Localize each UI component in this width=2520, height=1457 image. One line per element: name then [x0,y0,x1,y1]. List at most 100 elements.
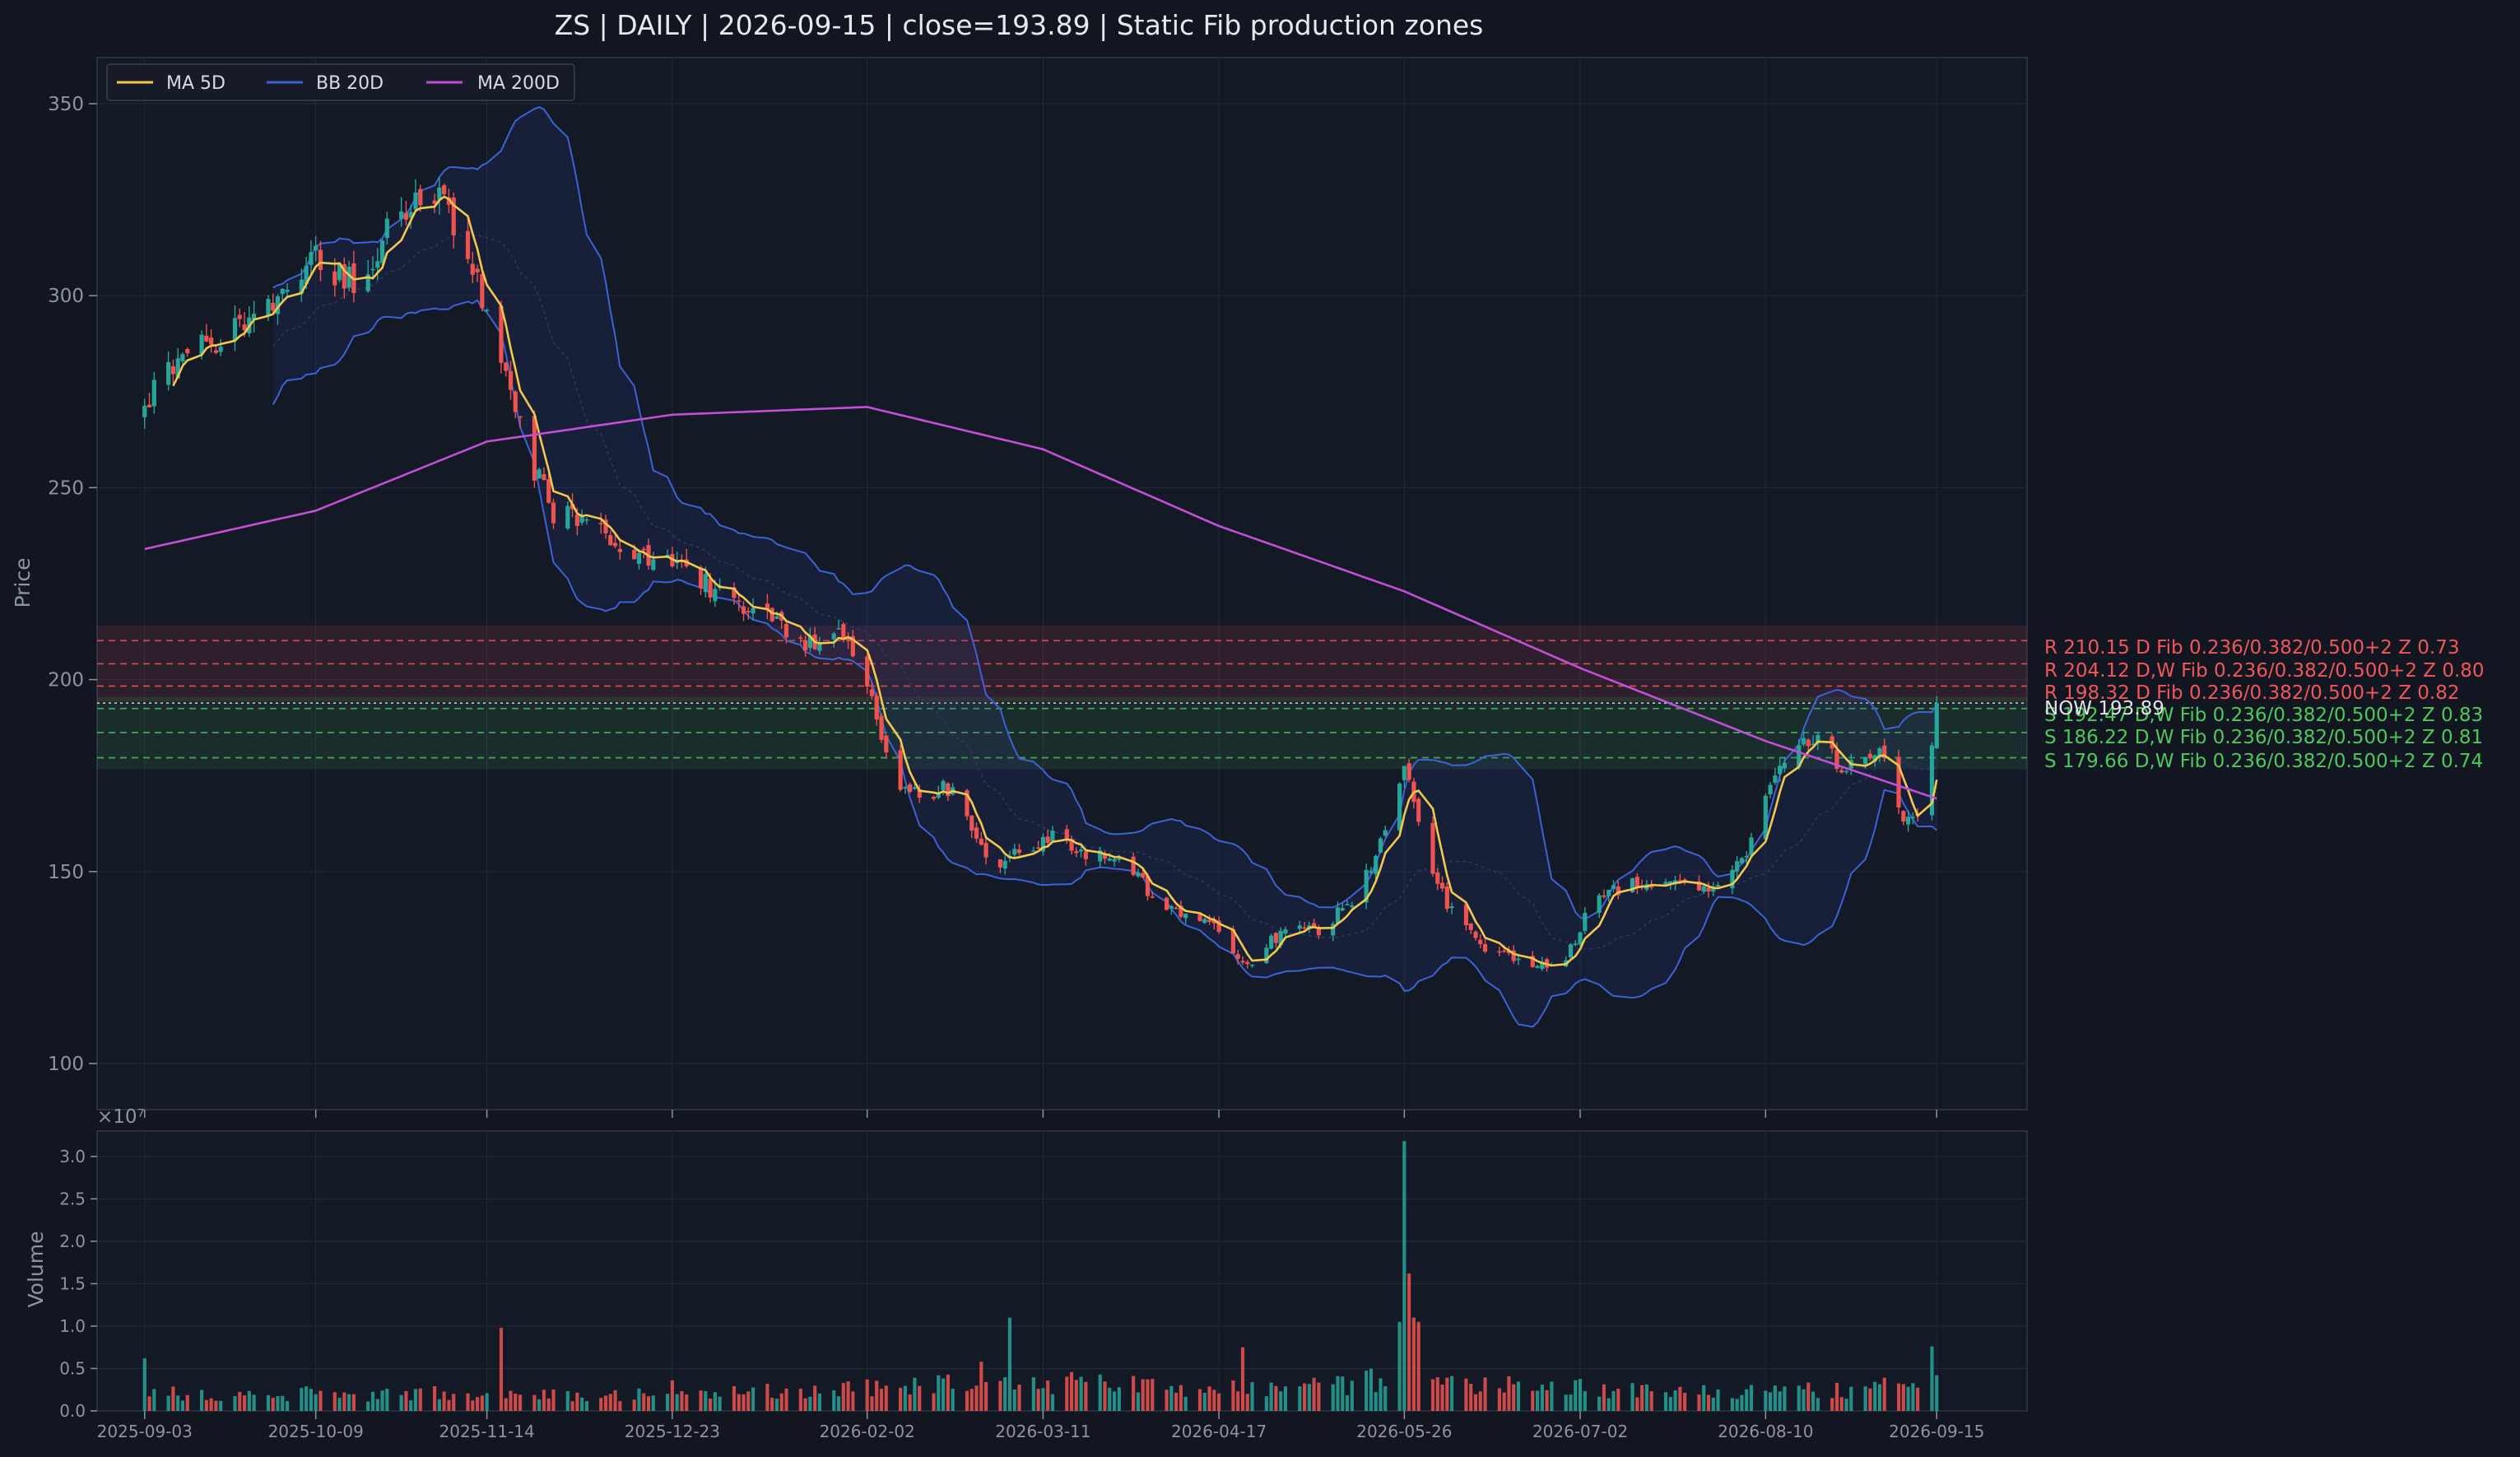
volume-bar [1830,1398,1834,1411]
volume-bar [1012,1390,1016,1411]
volume-bar [836,1396,841,1411]
candle-body [1230,929,1236,954]
candle-body [403,212,409,220]
volume-bar [1702,1385,1706,1411]
candle-body [1416,798,1421,822]
candle-body [418,189,423,206]
volume-bar [509,1390,513,1411]
volume-bar [1849,1386,1853,1411]
volume-bar [779,1393,783,1411]
candle-body [1340,908,1345,911]
candle-body [1031,850,1036,852]
volume-bar [1236,1391,1240,1411]
price-x-ticks [144,1110,1938,1118]
candle-body [480,273,485,309]
candle-body [570,504,575,510]
volume-y-ticks: 0.0 0.5 1.0 1.5 2.0 2.5 3.0 [59,1147,97,1421]
candle-body [1516,958,1521,961]
volume-bar [575,1392,579,1411]
volume-bar [152,1389,156,1411]
volume-bar [1074,1380,1078,1411]
candle-body [1468,923,1473,930]
candle-body [1183,913,1188,919]
volume-bar [180,1400,185,1411]
candle-body [1706,887,1711,891]
candle-body [969,815,974,831]
candle-body [413,193,418,210]
volume-bar [1069,1371,1074,1411]
candle-body [304,265,309,285]
volume-bar [580,1397,584,1411]
volume-bar [1730,1398,1734,1411]
volume-bar [1578,1379,1583,1411]
candle-body [375,261,380,268]
candle-body [1867,753,1872,759]
volume-bar [846,1381,850,1411]
volume-bar [1507,1376,1511,1411]
candle-body [142,405,147,417]
volume-bar [276,1396,280,1411]
volume-bar [437,1399,441,1411]
candle-body [1668,881,1673,886]
volume-bar [646,1396,651,1411]
volume-bar [318,1390,323,1411]
volume-bar [1606,1398,1611,1411]
candle-body [1506,950,1512,953]
volume-bar [1516,1381,1521,1411]
volume-bar [375,1399,379,1411]
bb-fill [272,107,1937,1027]
candle-body [1197,914,1202,922]
candle-body [1473,931,1478,938]
volume-bar [1678,1386,1682,1411]
zone-label-r1: R 210.15 D Fib 0.236/0.382/0.500+2 Z 0.7… [2044,637,2459,659]
volume-bar [642,1393,646,1411]
volume-bar [233,1395,237,1411]
volume-bar [514,1394,518,1411]
candle-body [1778,766,1783,775]
candle-body [1216,920,1221,932]
volume-bar [1430,1379,1435,1411]
volume-bar [737,1394,741,1411]
x-tick-label: 2025-10-09 [268,1422,364,1441]
x-tick-label: 2026-08-10 [1718,1422,1813,1441]
indicator-lines [144,195,1938,967]
candle-body [1312,923,1317,927]
volume-bar [1873,1381,1877,1411]
volume-bar [185,1394,189,1411]
candle-body [1597,895,1602,913]
candle-body [636,552,642,565]
volume-bar [242,1395,247,1411]
volume-bar [204,1399,208,1411]
candle-body [1934,703,1939,748]
fib-zones [97,625,2027,770]
volume-bar [1341,1376,1345,1411]
candle-body [465,230,471,259]
volume-bar [537,1399,542,1411]
volume-bar [1136,1392,1140,1411]
candle-body [446,197,452,205]
x-ticks: 2025-09-03 2025-10-09 2025-11-14 2025-12-23… [97,1411,1984,1441]
candle-body [1273,933,1279,943]
volume-bar [1740,1394,1744,1411]
candle-body [1663,882,1668,885]
candle-body [1131,856,1136,875]
volume-bar [1269,1382,1273,1411]
volume-bar [485,1393,489,1411]
candle-body [765,603,769,611]
candle-body [1839,770,1844,773]
candle-body [884,735,889,752]
volume-bar [613,1390,617,1411]
candle-body [936,792,941,798]
volume-bar [746,1391,751,1411]
candle-body [299,279,304,294]
volume-bar [1336,1376,1340,1411]
candle-body [180,354,185,362]
candle-body [1583,912,1588,931]
volume-bar [1683,1393,1687,1411]
volume-tick-label: 1.0 [59,1316,86,1336]
candle-body [865,656,870,687]
volume-bar [832,1390,836,1411]
volume-bar [342,1392,346,1411]
candle-body [1797,745,1802,767]
volume-bar [1350,1380,1354,1411]
